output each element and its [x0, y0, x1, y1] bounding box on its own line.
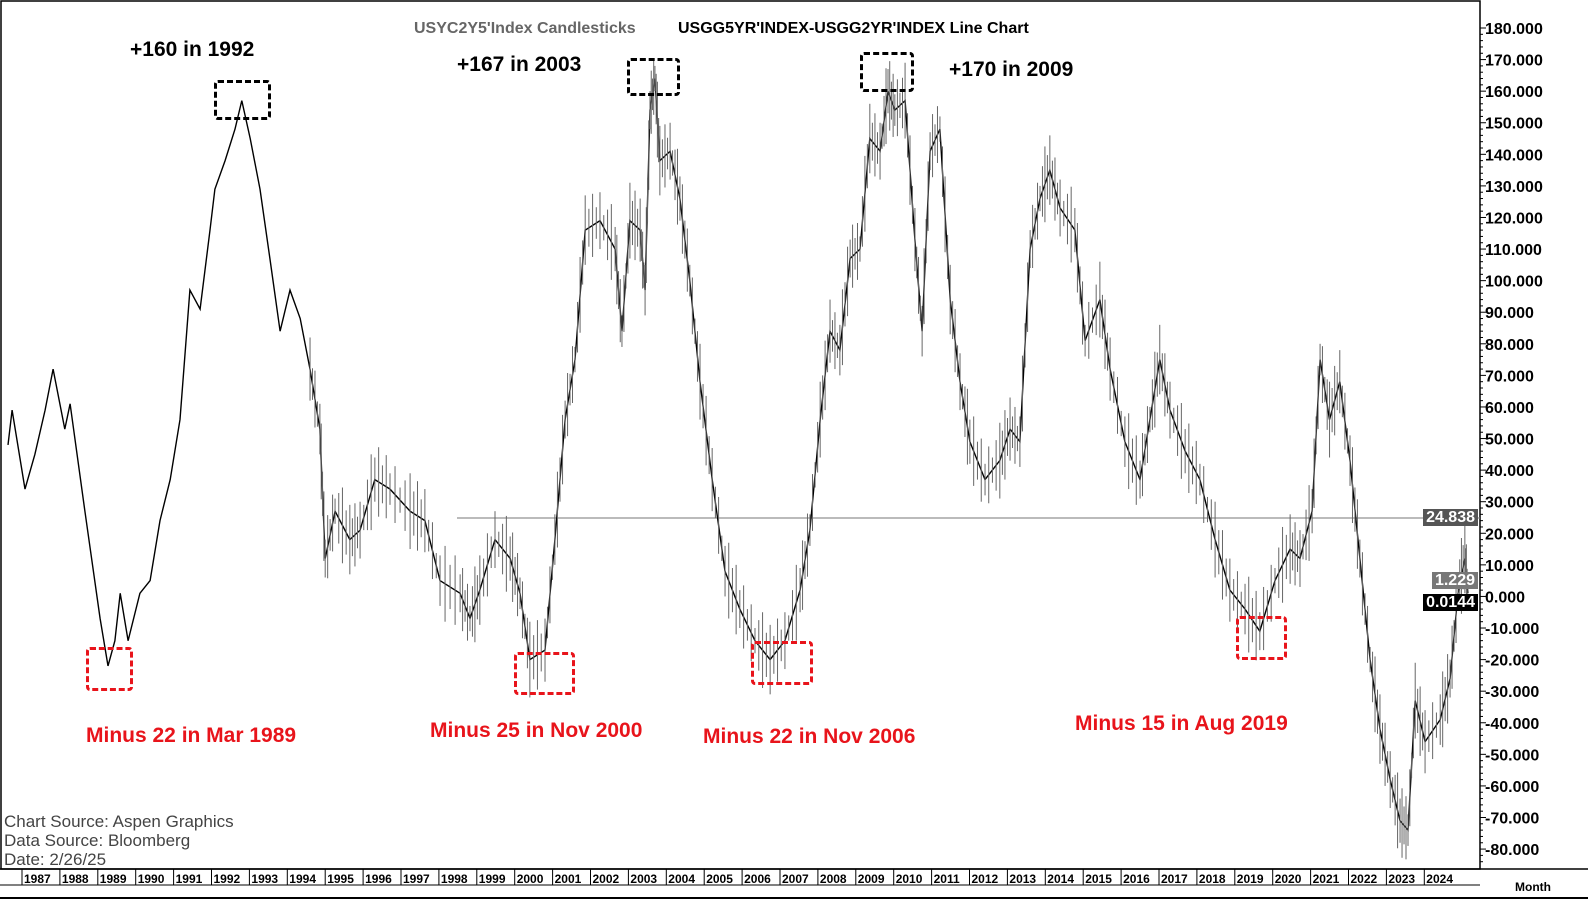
x-tick-label: 2016 [1123, 872, 1150, 886]
x-tick-label: 2000 [517, 872, 544, 886]
x-tick-label: 2003 [630, 872, 657, 886]
data-source: Data Source: Bloomberg [4, 831, 191, 850]
y-tick-label: -60.000 [1485, 779, 1539, 796]
y-tick-label: 20.000 [1485, 526, 1534, 543]
x-tick-label: 2011 [934, 872, 960, 886]
x-tick-label: 2021 [1313, 872, 1340, 886]
x-tick-label: 2002 [593, 872, 620, 886]
annotation-trough-2006: Minus 22 in Nov 2006 [703, 725, 916, 748]
peak-box-2003 [627, 58, 680, 96]
chart-title-candlesticks: USYC2Y5'Index Candlesticks [414, 20, 636, 37]
annotation-trough-2019: Minus 15 in Aug 2019 [1075, 712, 1288, 735]
annotation-trough-2000: Minus 25 in Nov 2000 [430, 719, 643, 742]
x-tick-label: 2006 [744, 872, 771, 886]
y-tick-label: 30.000 [1485, 495, 1534, 512]
y-tick-label: -20.000 [1485, 653, 1539, 670]
chart-source: Chart Source: Aspen Graphics [4, 812, 234, 831]
trough-box-2019 [1236, 616, 1287, 660]
x-tick-label: 2012 [972, 872, 999, 886]
x-tick-label: 1989 [100, 872, 127, 886]
y-tick-label: -70.000 [1485, 811, 1539, 828]
x-tick-label: 1990 [138, 872, 165, 886]
y-tick-label: 110.000 [1485, 242, 1542, 259]
y-tick-label: 80.000 [1485, 337, 1534, 354]
x-tick-label: 1999 [479, 872, 506, 886]
y-tick-label: 180.000 [1485, 21, 1543, 38]
x-tick-label: 2015 [1085, 872, 1112, 886]
x-tick-label: 1991 [176, 872, 203, 886]
x-tick-label: 1996 [365, 872, 392, 886]
peak-box-1992 [214, 80, 271, 120]
x-tick-label: 2008 [820, 872, 847, 886]
y-tick-label: -30.000 [1485, 684, 1539, 701]
annotation-peak-2003: +167 in 2003 [457, 53, 582, 76]
annotation-peak-2009: +170 in 2009 [949, 58, 1074, 81]
period-label: Month [1515, 880, 1551, 894]
x-tick-label: 1997 [403, 872, 430, 886]
x-tick-label: 2024 [1426, 872, 1453, 886]
trough-box-2006 [751, 641, 813, 685]
y-tick-label: 40.000 [1485, 463, 1534, 480]
x-tick-label: 2001 [555, 872, 582, 886]
x-tick-label: 2022 [1351, 872, 1378, 886]
x-tick-label: 2007 [782, 872, 809, 886]
y-tick-label: 60.000 [1485, 400, 1534, 417]
y-tick-label: 150.000 [1485, 116, 1543, 133]
x-tick-label: 1994 [289, 872, 316, 886]
annotation-peak-1992: +160 in 1992 [130, 38, 255, 61]
y-tick-label: 170.000 [1485, 53, 1543, 70]
x-tick-label: 2013 [1009, 872, 1036, 886]
chart-title-line: USGG5YR'INDEX-USGG2YR'INDEX Line Chart [678, 20, 1029, 37]
chart-date: Date: 2/26/25 [4, 850, 107, 869]
last-value-badge: 1.229 [1431, 572, 1478, 589]
x-tick-label: 1992 [214, 872, 241, 886]
x-tick-label: 2009 [858, 872, 885, 886]
x-tick-label: 1988 [62, 872, 89, 886]
x-tick-label: 2017 [1161, 872, 1188, 886]
y-tick-label: -10.000 [1485, 621, 1539, 638]
y-tick-label: 140.000 [1485, 147, 1543, 164]
y-tick-label: 10.000 [1485, 558, 1534, 575]
peak-box-2009 [860, 52, 914, 92]
trough-box-1989 [86, 647, 133, 691]
x-tick-label: 2018 [1199, 872, 1226, 886]
x-tick-label: 2023 [1388, 872, 1415, 886]
x-tick-label: 2010 [896, 872, 923, 886]
y-tick-label: 0.000 [1485, 589, 1525, 606]
y-tick-label: 120.000 [1485, 210, 1543, 227]
y-tick-label: -50.000 [1485, 747, 1539, 764]
y-tick-label: -80.000 [1485, 842, 1539, 859]
current-value-badge: 0.0144 [1423, 594, 1478, 611]
y-tick-label: 100.000 [1485, 274, 1543, 291]
x-tick-label: 1993 [251, 872, 278, 886]
y-tick-label: 160.000 [1485, 84, 1543, 101]
y-tick-label: 90.000 [1485, 305, 1534, 322]
annotation-trough-1989: Minus 22 in Mar 1989 [86, 724, 297, 747]
x-tick-label: 2005 [706, 872, 733, 886]
y-tick-label: 50.000 [1485, 432, 1534, 449]
x-tick-label: 2014 [1047, 872, 1074, 886]
y-tick-label: 130.000 [1485, 179, 1543, 196]
x-tick-label: 1987 [24, 872, 51, 886]
reference-value-badge: 24.838 [1423, 509, 1478, 526]
x-tick-label: 1995 [327, 872, 354, 886]
x-tick-label: 2020 [1275, 872, 1302, 886]
x-tick-label: 2019 [1237, 872, 1264, 886]
y-tick-label: 70.000 [1485, 368, 1534, 385]
x-tick-label: 1998 [441, 872, 468, 886]
trough-box-2000 [514, 652, 575, 695]
y-tick-label: -40.000 [1485, 716, 1539, 733]
x-tick-label: 2004 [668, 872, 695, 886]
